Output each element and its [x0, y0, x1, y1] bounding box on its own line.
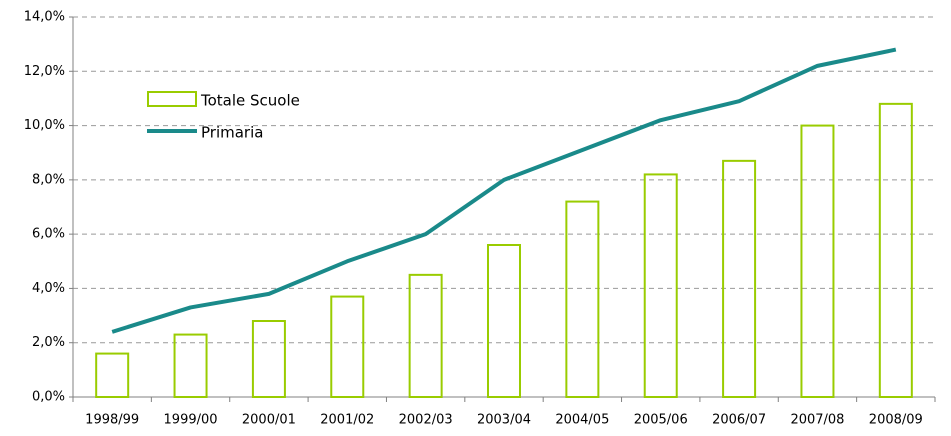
bar: [408, 273, 443, 399]
legend-label: Totale Scuole: [200, 92, 300, 110]
bar: [330, 295, 365, 399]
bar: [487, 244, 521, 398]
bar: [565, 200, 600, 398]
x-tick-label: 2000/01: [242, 413, 296, 428]
x-tick-label: 2003/04: [477, 413, 531, 428]
x-tick-label: 1998/99: [85, 413, 139, 428]
bar: [95, 352, 130, 399]
bar: [643, 173, 678, 398]
legend-label: Primaria: [201, 124, 263, 142]
x-tick-label: 2001/02: [320, 413, 374, 428]
y-tick-label: 4,0%: [32, 281, 65, 296]
x-tick-label: 2008/09: [869, 413, 923, 428]
bar: [800, 124, 835, 398]
y-tick-label: 0,0%: [32, 390, 65, 405]
x-tick-label: 1999/00: [164, 413, 218, 428]
y-tick-label: 12,0%: [24, 64, 65, 79]
x-tick-label: 2006/07: [712, 413, 766, 428]
y-tick-label: 10,0%: [24, 118, 65, 133]
y-tick-label: 6,0%: [32, 227, 65, 242]
x-tick-label: 2004/05: [555, 413, 609, 428]
x-tick-label: 2007/08: [790, 413, 844, 428]
bar: [173, 333, 208, 399]
y-tick-label: 8,0%: [32, 172, 65, 187]
x-tick-label: 2005/06: [634, 413, 688, 428]
x-tick-label: 2002/03: [399, 413, 453, 428]
y-tick-label: 2,0%: [32, 335, 65, 350]
y-tick-label: 14,0%: [24, 10, 65, 25]
bar: [251, 320, 286, 398]
line: [111, 47, 897, 334]
bar: [878, 102, 913, 398]
legend-swatch: [147, 91, 197, 107]
bar: [722, 159, 757, 398]
